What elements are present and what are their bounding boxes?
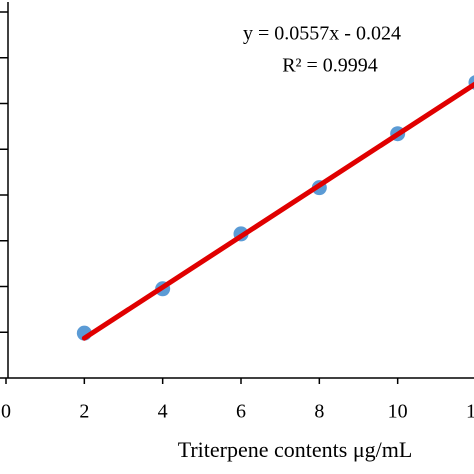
equation: y = 0.0557x - 0.024 <box>243 23 401 45</box>
x-tick-label: 4 <box>158 401 168 423</box>
x-tick-label: 2 <box>79 401 89 423</box>
x-tick-label: 8 <box>314 401 324 423</box>
x-tick-label: 10 <box>388 401 408 423</box>
x-tick-label: 6 <box>236 401 246 423</box>
x-tick-label: 0 <box>1 401 11 423</box>
x-axis-label: Triterpene contents μg/mL <box>178 437 413 462</box>
trendline <box>81 81 474 341</box>
x-tick-label: 12 <box>466 401 474 423</box>
r-squared: R² = 0.9994 <box>282 55 378 77</box>
